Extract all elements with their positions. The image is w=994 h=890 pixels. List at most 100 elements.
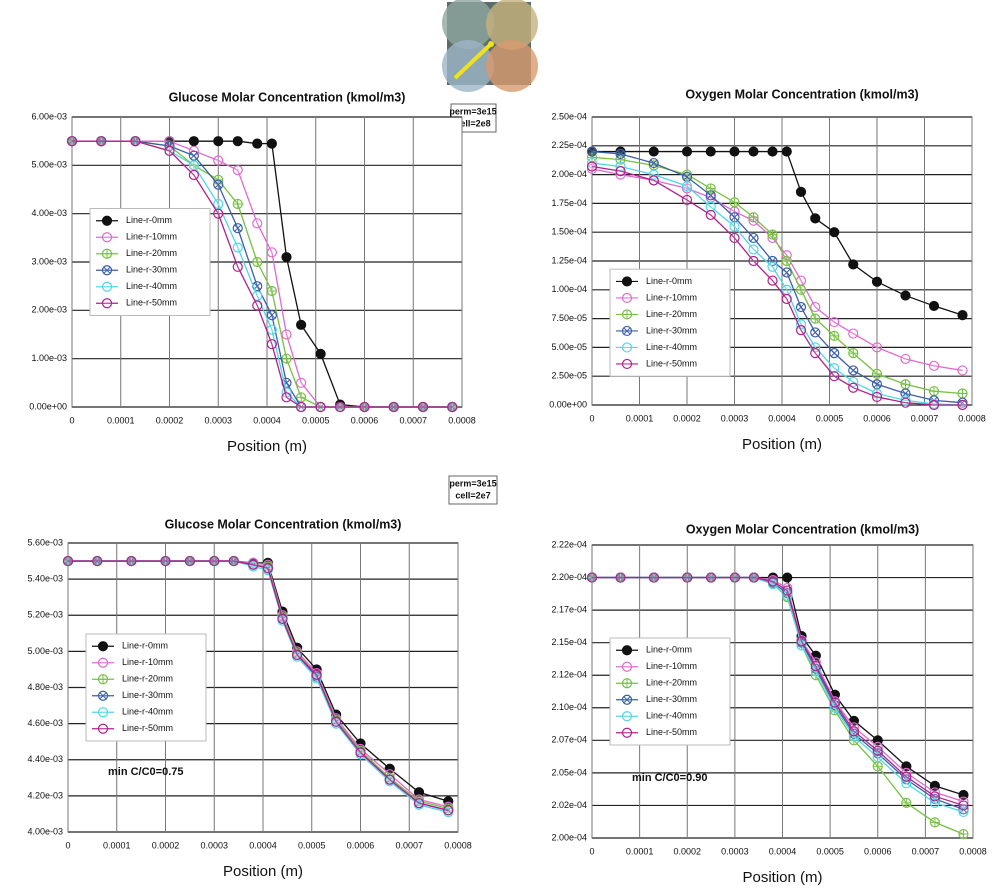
marker bbox=[959, 801, 968, 810]
marker bbox=[623, 359, 632, 368]
y-tick-label: 4.00e-03 bbox=[31, 208, 67, 218]
legend-label: Line-r-30mm bbox=[646, 325, 697, 335]
legend-label: Line-r-20mm bbox=[126, 248, 177, 258]
x-tick-label: 0.0001 bbox=[626, 846, 654, 856]
marker bbox=[448, 403, 457, 412]
legend-label: Line-r-30mm bbox=[126, 265, 177, 275]
marker bbox=[649, 176, 658, 185]
marker bbox=[97, 137, 106, 146]
marker bbox=[263, 564, 272, 573]
marker bbox=[749, 257, 758, 266]
legend-label: Line-r-40mm bbox=[122, 707, 173, 717]
marker bbox=[958, 401, 967, 410]
marker bbox=[161, 557, 170, 566]
marker bbox=[389, 403, 398, 412]
marker bbox=[683, 573, 692, 582]
x-tick-label: 0.0002 bbox=[673, 413, 701, 423]
marker bbox=[233, 166, 242, 175]
marker bbox=[830, 698, 839, 707]
marker bbox=[830, 318, 839, 327]
marker bbox=[797, 637, 806, 646]
chart: 0.00e+002.50e-055.00e-057.50e-051.00e-04… bbox=[549, 87, 986, 453]
marker bbox=[683, 182, 692, 191]
marker bbox=[385, 775, 394, 784]
chart-title: Glucose Molar Concentration (kmol/m3) bbox=[165, 517, 402, 531]
y-tick-label: 2.10e-04 bbox=[551, 702, 587, 712]
marker bbox=[623, 662, 632, 671]
marker bbox=[730, 573, 739, 582]
legend-label: Line-r-40mm bbox=[126, 281, 177, 291]
legend-label: Line-r-40mm bbox=[646, 342, 697, 352]
marker bbox=[189, 171, 198, 180]
marker bbox=[214, 200, 223, 209]
marker bbox=[210, 557, 219, 566]
marker bbox=[873, 392, 882, 401]
marker bbox=[623, 712, 632, 721]
y-tick-label: 2.25e-04 bbox=[551, 140, 587, 150]
x-tick-label: 0.0001 bbox=[107, 415, 135, 425]
x-axis-label: Position (m) bbox=[227, 438, 307, 455]
x-tick-label: 0 bbox=[69, 415, 74, 425]
marker bbox=[297, 378, 306, 387]
x-tick-label: 0.0001 bbox=[626, 413, 654, 423]
marker bbox=[249, 560, 258, 569]
x-tick-label: 0 bbox=[589, 413, 594, 423]
legend-label: Line-r-30mm bbox=[122, 690, 173, 700]
legend-label: Line-r-30mm bbox=[646, 694, 697, 704]
x-tick-label: 0.0004 bbox=[768, 413, 796, 423]
legend: Line-r-0mmLine-r-10mmLine-r-20mmLine-r-3… bbox=[610, 638, 730, 745]
x-tick-label: 0 bbox=[589, 846, 594, 856]
marker bbox=[706, 147, 715, 156]
x-tick-label: 0.0002 bbox=[156, 415, 184, 425]
marker bbox=[930, 792, 939, 801]
marker bbox=[797, 187, 806, 196]
marker bbox=[282, 253, 291, 262]
marker bbox=[649, 147, 658, 156]
legend-label: Line-r-20mm bbox=[646, 309, 697, 319]
marker bbox=[901, 354, 910, 363]
marker bbox=[830, 228, 839, 237]
y-tick-label: 4.40e-03 bbox=[27, 754, 63, 764]
x-tick-label: 0.0006 bbox=[351, 415, 379, 425]
marker bbox=[360, 403, 369, 412]
x-tick-label: 0.0007 bbox=[912, 846, 940, 856]
legend-label: Line-r-50mm bbox=[122, 723, 173, 733]
marker bbox=[127, 557, 136, 566]
marker bbox=[730, 233, 739, 242]
legend-label: Line-r-0mm bbox=[646, 276, 692, 286]
annotation: min C/C0=0.90 bbox=[632, 772, 708, 784]
legend-label: Line-r-10mm bbox=[122, 657, 173, 667]
x-tick-label: 0.0003 bbox=[204, 415, 232, 425]
case-label-line: perm=3e15 bbox=[449, 106, 496, 116]
marker bbox=[930, 361, 939, 370]
x-tick-label: 0.0003 bbox=[721, 413, 749, 423]
marker bbox=[267, 325, 276, 334]
legend-label: Line-r-10mm bbox=[126, 232, 177, 242]
marker bbox=[165, 146, 174, 155]
marker bbox=[103, 299, 112, 308]
y-tick-label: 2.15e-04 bbox=[551, 637, 587, 647]
geometry-icon bbox=[442, 0, 538, 92]
y-tick-label: 1.50e-04 bbox=[551, 227, 587, 237]
x-tick-label: 0.0005 bbox=[816, 413, 844, 423]
figure: perm=3e15 cell=2e8 perm=3e15 cell=2e7 0.… bbox=[0, 0, 994, 890]
marker bbox=[278, 614, 287, 623]
case-label-line: cell=2e7 bbox=[455, 490, 490, 500]
y-tick-label: 2.00e-04 bbox=[551, 169, 587, 179]
marker bbox=[749, 245, 758, 254]
marker bbox=[623, 646, 632, 655]
marker bbox=[623, 293, 632, 302]
y-tick-label: 2.22e-04 bbox=[551, 539, 587, 549]
marker bbox=[233, 262, 242, 271]
marker bbox=[214, 137, 223, 146]
marker bbox=[849, 383, 858, 392]
y-tick-label: 3.00e-03 bbox=[31, 256, 67, 266]
legend-label: Line-r-20mm bbox=[122, 674, 173, 684]
y-tick-label: 4.20e-03 bbox=[27, 790, 63, 800]
marker bbox=[103, 233, 112, 242]
marker bbox=[811, 349, 820, 358]
marker bbox=[873, 277, 882, 286]
legend-label: Line-r-40mm bbox=[646, 711, 697, 721]
marker bbox=[811, 214, 820, 223]
y-tick-label: 2.00e-04 bbox=[551, 832, 587, 842]
